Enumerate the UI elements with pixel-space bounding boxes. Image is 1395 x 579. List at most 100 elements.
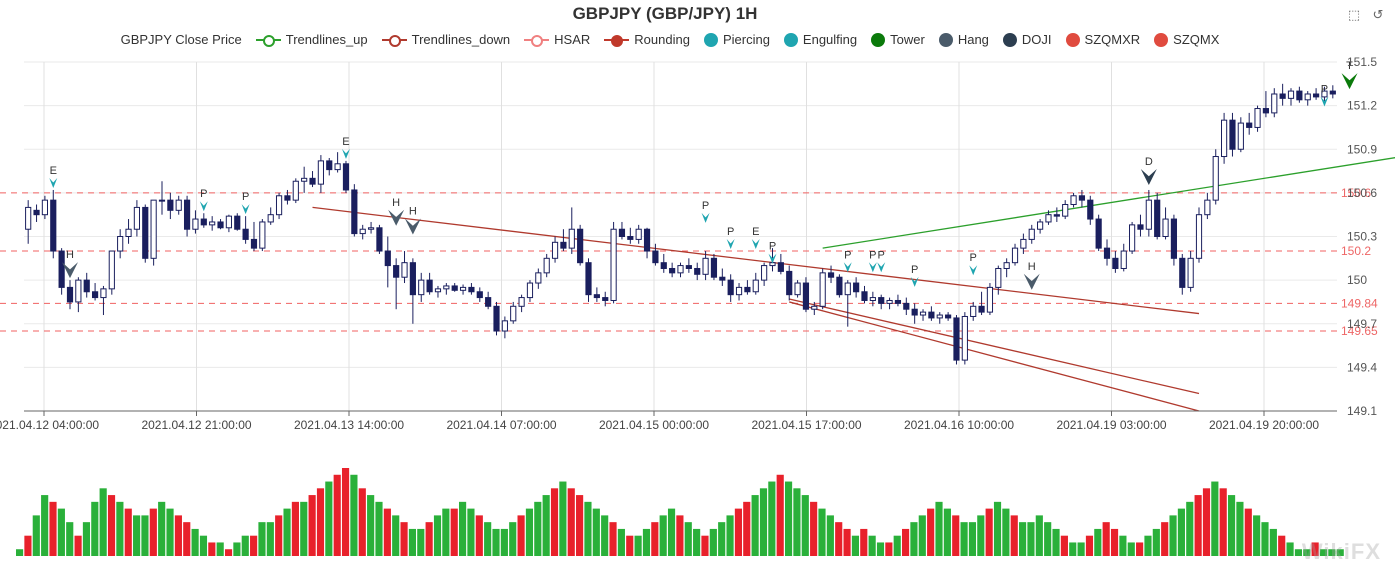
y-tick-label: 151.2 (1347, 99, 1377, 113)
legend-item-gbpjpy-close-price[interactable]: GBPJPY Close Price (121, 32, 242, 47)
volume-bar (1102, 522, 1110, 556)
candle-body (727, 279, 734, 296)
candle-body (451, 285, 458, 291)
x-tick-label: 2021.04.15 00:00:00 (599, 418, 709, 432)
candle-body (426, 279, 433, 293)
piercing-marker-icon (868, 262, 877, 273)
legend-item-hang[interactable]: Hang (938, 32, 989, 47)
candle-body (418, 279, 425, 296)
legend-item-doji[interactable]: DOJI (1002, 32, 1052, 47)
x-tick-label: 2021.04.12 04:00:00 (0, 418, 99, 432)
candle-body (593, 294, 600, 299)
legend-label: Tower (890, 32, 925, 47)
candle-body (894, 299, 902, 304)
hsar-label: 150.2 (1341, 244, 1371, 258)
hsar-label: 150.6 (1341, 186, 1371, 200)
legend-item-hsar[interactable]: HSAR (524, 32, 590, 47)
volume-bar (57, 508, 65, 556)
volume-bar (383, 508, 391, 556)
candle-body (735, 286, 743, 296)
legend-symbol-icon (1002, 32, 1017, 47)
volume-bar (358, 488, 366, 556)
candle-body (1053, 214, 1060, 217)
candle-body (560, 241, 567, 249)
chart-legend: GBPJPY Close Price Trendlines_up Trendline… (0, 32, 1340, 47)
volume-bar (584, 501, 592, 556)
candle-body (1312, 93, 1320, 98)
volume-bar (74, 535, 82, 556)
trendline-up (822, 157, 1395, 249)
volume-bar (233, 542, 241, 556)
volume-bar (776, 474, 784, 556)
volume-bar (66, 522, 74, 556)
legend-item-szqmxr[interactable]: SZQMXR (1065, 32, 1140, 47)
legend-symbol-icon (703, 32, 718, 47)
candle-body (1195, 214, 1203, 259)
piercing-marker-icon (768, 253, 777, 264)
candle-body (878, 297, 885, 304)
volume-bar (475, 515, 483, 556)
candle-body (117, 236, 124, 252)
volume-bar (667, 508, 676, 556)
piercing-marker-icon (199, 201, 208, 212)
candle-body (125, 228, 132, 238)
candle-body (384, 250, 391, 267)
volume-bar (333, 474, 341, 556)
marker-label: P (911, 264, 918, 276)
volume-bar (768, 481, 776, 556)
candle-body (535, 272, 542, 284)
candle-body (886, 299, 893, 304)
piercing-marker-icon (701, 212, 710, 223)
volume-bar (1027, 522, 1035, 556)
x-tick-label: 2021.04.19 03:00:00 (1056, 418, 1166, 432)
candle-body (1037, 221, 1044, 230)
legend-item-tower[interactable]: Tower (871, 32, 925, 47)
marker-label: P (702, 200, 709, 212)
volume-bar (258, 522, 266, 556)
legend-item-trendlines-up[interactable]: Trendlines_up (255, 32, 368, 47)
candle-body (326, 160, 333, 171)
volume-bar (208, 542, 216, 556)
legend-item-rounding[interactable]: Rounding (604, 32, 690, 47)
piercing-marker-icon (969, 265, 978, 276)
volume-bar (1219, 488, 1227, 556)
volume-bar (734, 508, 742, 556)
x-tick-label: 2021.04.13 14:00:00 (294, 418, 404, 432)
zoom-select-icon[interactable]: ⬚ (1347, 7, 1361, 22)
volume-bar (793, 488, 801, 556)
candle-body (710, 257, 718, 278)
volume-bar (1144, 535, 1152, 556)
candle-body (669, 267, 676, 274)
marker-label: P (727, 226, 734, 238)
legend-item-engulfing[interactable]: Engulfing (783, 32, 857, 47)
candle-body (1237, 122, 1244, 150)
piercing-marker-icon (910, 276, 919, 287)
legend-item-trendlines-down[interactable]: Trendlines_down (381, 32, 510, 47)
volume-bar (676, 515, 684, 556)
candle-body (1087, 199, 1094, 220)
marker-label: T (1346, 60, 1353, 72)
candle-body (367, 227, 375, 230)
chart-toolbar: ⬚ ↺ (1347, 8, 1385, 22)
zoom-reset-icon[interactable]: ↺ (1372, 7, 1384, 22)
legend-item-piercing[interactable]: Piercing (703, 32, 770, 47)
candle-body (1120, 250, 1127, 269)
volume-bar (701, 535, 709, 556)
candle-body (1287, 90, 1295, 99)
candle-body (167, 199, 174, 211)
piercing-marker-icon (726, 239, 735, 250)
volume-bar (1010, 515, 1018, 556)
candle-body (1170, 218, 1178, 259)
volume-bar (467, 508, 475, 556)
legend-item-szqmx[interactable]: SZQMX (1154, 32, 1219, 47)
candle-body (284, 195, 291, 201)
volume-bar (82, 522, 91, 556)
volume-bar (1127, 542, 1135, 556)
candle-body (970, 305, 977, 317)
candle-body (50, 199, 57, 252)
candle-body (1279, 93, 1286, 99)
volume-bar (158, 501, 166, 556)
volume-bar (1044, 522, 1052, 556)
candle-body (919, 311, 927, 316)
